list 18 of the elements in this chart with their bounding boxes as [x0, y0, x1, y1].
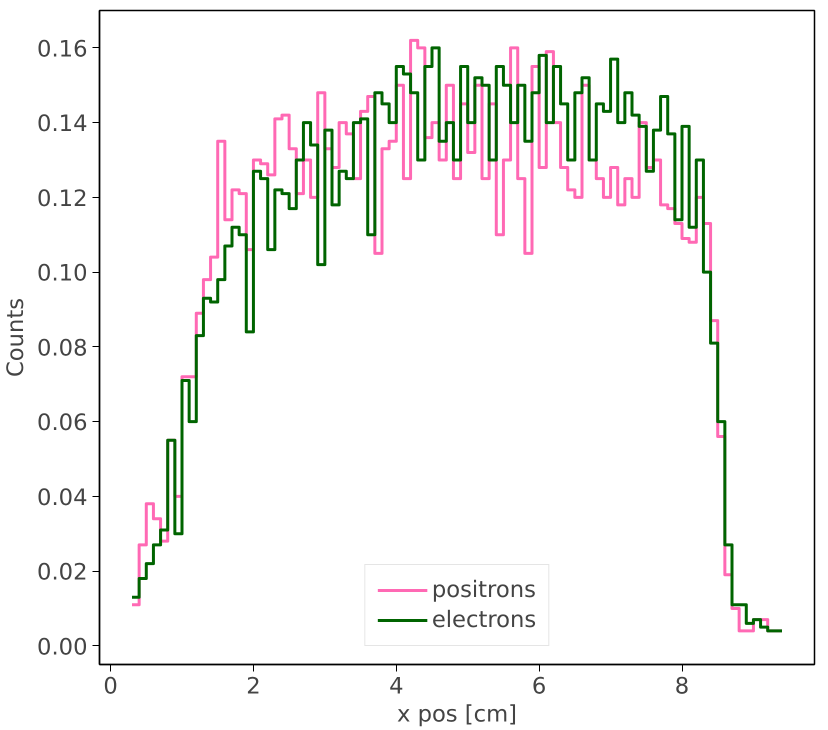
y-tick-label: 0.12: [37, 186, 88, 212]
x-tick-label: 6: [532, 674, 546, 700]
y-axis-title: Counts: [3, 298, 30, 378]
x-tick-label: 0: [103, 674, 118, 700]
legend-label: electrons: [432, 607, 536, 633]
x-tick-label: 4: [389, 674, 404, 700]
y-tick-label: 0.04: [37, 484, 88, 511]
x-tick-label: 2: [246, 674, 261, 700]
y-tick-label: 0.02: [37, 560, 88, 586]
y-tick-label: 0.16: [37, 36, 88, 62]
x-tick-label: 8: [674, 674, 690, 700]
y-tick-label: 0.10: [37, 260, 88, 287]
x-axis-title: x pos [cm]: [396, 702, 518, 728]
y-tick-label: 0.06: [37, 410, 88, 436]
y-tick-label: 0.00: [37, 634, 88, 660]
y-tick-label: 0.08: [37, 335, 88, 362]
legend-label: positrons: [432, 577, 536, 603]
y-tick-label: 0.14: [37, 111, 88, 138]
